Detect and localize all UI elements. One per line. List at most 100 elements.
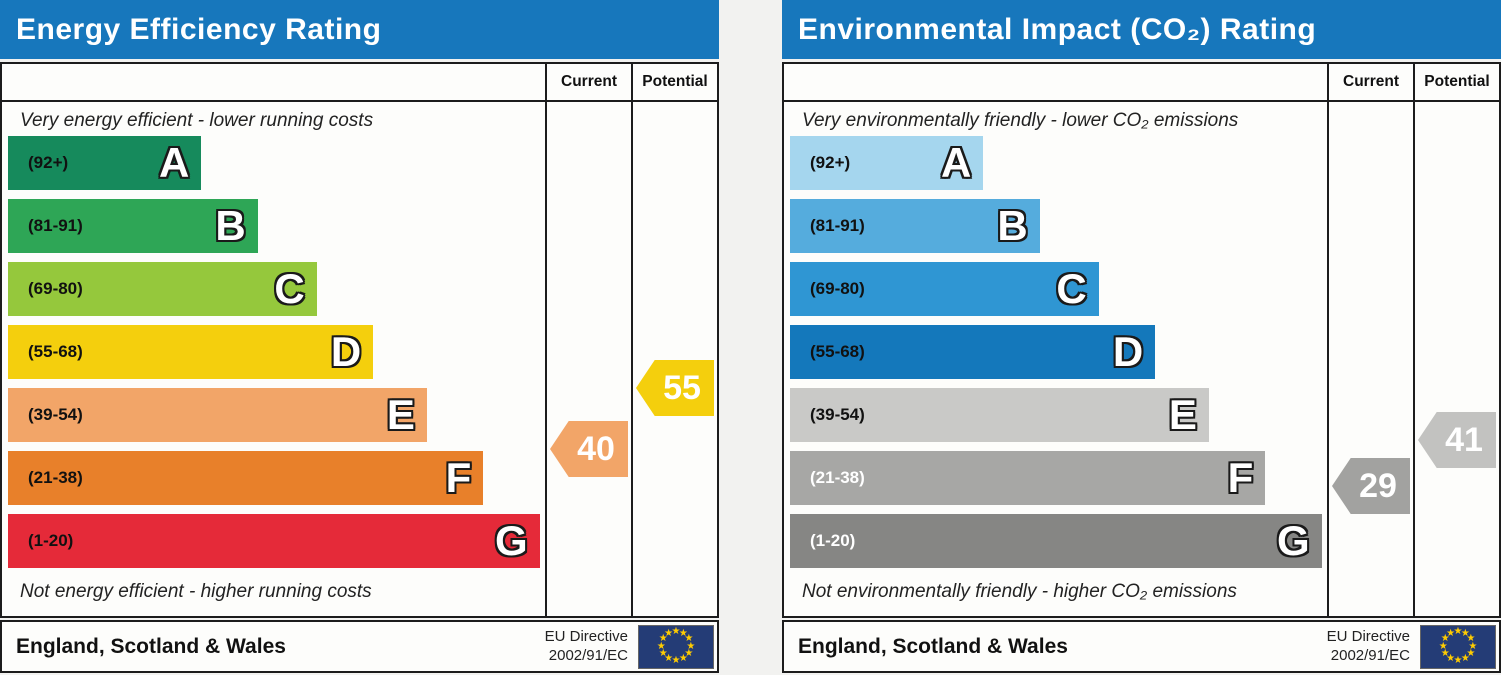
current-column-header: Current bbox=[545, 64, 631, 102]
eu-directive-line2: 2002/91/EC bbox=[548, 646, 628, 664]
band-range-label: (92+) bbox=[810, 153, 851, 172]
eu-star-icon: ★ bbox=[656, 640, 666, 652]
energy-rating-table: Current Potential Very energy efficient … bbox=[0, 62, 719, 618]
band-row-a: (92+) A bbox=[790, 136, 1327, 190]
band-bar-e: (39-54) E bbox=[790, 388, 1209, 442]
band-range-label: (21-38) bbox=[28, 468, 83, 487]
region-label: England, Scotland & Wales bbox=[798, 634, 1068, 658]
band-range-label: (1-20) bbox=[28, 531, 74, 550]
co2-footer: England, Scotland & Wales EU Directive 2… bbox=[782, 620, 1501, 673]
band-bar-c: (69-80) C bbox=[8, 262, 317, 316]
band-letter: F bbox=[445, 454, 472, 501]
band-letter: D bbox=[330, 328, 362, 375]
band-letter: A bbox=[158, 139, 190, 186]
band-bar-b: (81-91) B bbox=[8, 199, 258, 253]
band-row-b: (81-91) B bbox=[790, 199, 1327, 253]
potential-value-column: 55 bbox=[631, 102, 717, 616]
band-row-g: (1-20) G bbox=[8, 514, 545, 568]
eu-star-icon: ★ bbox=[1466, 633, 1476, 645]
band-letter: D bbox=[1112, 328, 1144, 375]
eu-star-icon: ★ bbox=[1460, 628, 1470, 640]
band-letter: C bbox=[1056, 265, 1087, 312]
eu-flag-icon: ★ ★ ★ ★ ★ ★ ★ ★ ★ ★ ★ ★ bbox=[638, 624, 714, 669]
band-row-e: (39-54) E bbox=[790, 388, 1327, 442]
top-scale-note: Very energy efficient - lower running co… bbox=[20, 110, 374, 131]
eu-star-icon: ★ bbox=[684, 647, 694, 659]
eu-star-icon: ★ bbox=[1453, 654, 1463, 666]
band-range-label: (1-20) bbox=[810, 531, 856, 550]
band-range-label: (92+) bbox=[28, 153, 69, 172]
band-letter: E bbox=[386, 391, 415, 438]
eu-star-icon: ★ bbox=[1453, 626, 1463, 638]
band-letter: A bbox=[940, 139, 972, 186]
band-row-c: (69-80) C bbox=[8, 262, 545, 316]
current-rating-arrow: 40 bbox=[550, 421, 628, 477]
band-range-label: (81-91) bbox=[28, 216, 83, 235]
eu-directive-label: EU Directive 2002/91/EC bbox=[545, 628, 628, 666]
eu-star-icon: ★ bbox=[1440, 647, 1450, 659]
potential-column-header: Potential bbox=[1413, 64, 1499, 102]
band-row-a: (92+) A bbox=[8, 136, 545, 190]
band-range-label: (69-80) bbox=[810, 279, 865, 298]
co2-bands-area: Very environmentally friendly - lower CO… bbox=[784, 102, 1327, 616]
bottom-scale-note: Not energy efficient - higher running co… bbox=[20, 581, 372, 602]
eu-star-icon: ★ bbox=[1460, 652, 1470, 664]
band-letter: C bbox=[274, 265, 305, 312]
eu-directive-line2: 2002/91/EC bbox=[1330, 646, 1410, 664]
band-range-label: (39-54) bbox=[28, 405, 83, 424]
eu-star-icon: ★ bbox=[671, 626, 681, 638]
energy-panel-title: Energy Efficiency Rating bbox=[0, 0, 719, 59]
energy-footer: England, Scotland & Wales EU Directive 2… bbox=[0, 620, 719, 673]
band-bar-d: (55-68) D bbox=[8, 325, 374, 379]
top-scale-note: Very environmentally friendly - lower CO… bbox=[802, 110, 1239, 131]
current-value-column: 29 bbox=[1327, 102, 1413, 616]
current-rating-arrow: 29 bbox=[1332, 458, 1410, 514]
band-bar-a: (92+) A bbox=[790, 136, 984, 190]
table-corner-cell bbox=[2, 64, 545, 102]
band-range-label: (81-91) bbox=[810, 216, 865, 235]
band-row-d: (55-68) D bbox=[8, 325, 545, 379]
band-bar-e: (39-54) E bbox=[8, 388, 427, 442]
eu-star-icon: ★ bbox=[678, 628, 688, 640]
band-bar-a: (92+) A bbox=[8, 136, 202, 190]
band-bar-g: (1-20) G bbox=[790, 514, 1322, 568]
band-letter: B bbox=[997, 202, 1028, 249]
band-range-label: (69-80) bbox=[28, 279, 83, 298]
band-letter: G bbox=[1276, 517, 1310, 564]
eu-star-icon: ★ bbox=[1440, 633, 1450, 645]
energy-bands-area: Very energy efficient - lower running co… bbox=[2, 102, 545, 616]
band-range-label: (39-54) bbox=[810, 405, 865, 424]
band-letter: B bbox=[215, 202, 246, 249]
eu-star-icon: ★ bbox=[678, 652, 688, 664]
eu-directive-line1: EU Directive bbox=[1326, 627, 1410, 645]
band-row-f: (21-38) F bbox=[790, 451, 1327, 505]
band-range-label: (55-68) bbox=[28, 342, 83, 361]
region-label: England, Scotland & Wales bbox=[16, 634, 286, 658]
band-bar-f: (21-38) F bbox=[790, 451, 1266, 505]
current-value-column: 40 bbox=[545, 102, 631, 616]
eu-star-icon: ★ bbox=[664, 652, 674, 664]
environmental-impact-panel: Environmental Impact (CO₂) Rating Curren… bbox=[782, 0, 1501, 673]
band-range-label: (55-68) bbox=[810, 342, 865, 361]
eu-star-icon: ★ bbox=[684, 633, 694, 645]
band-row-f: (21-38) F bbox=[8, 451, 545, 505]
eu-star-icon: ★ bbox=[1446, 652, 1456, 664]
eu-directive-label: EU Directive 2002/91/EC bbox=[1327, 628, 1410, 666]
band-range-label: (21-38) bbox=[810, 468, 865, 487]
band-letter: E bbox=[1168, 391, 1197, 438]
band-bar-f: (21-38) F bbox=[8, 451, 484, 505]
eu-star-icon: ★ bbox=[664, 628, 674, 640]
potential-rating-arrow: 41 bbox=[1418, 412, 1496, 468]
eu-star-icon: ★ bbox=[658, 647, 668, 659]
potential-rating-arrow: 55 bbox=[636, 360, 714, 416]
co2-rating-table: Current Potential Very environmentally f… bbox=[782, 62, 1501, 618]
potential-column-header: Potential bbox=[631, 64, 717, 102]
eu-star-icon: ★ bbox=[658, 633, 668, 645]
band-row-e: (39-54) E bbox=[8, 388, 545, 442]
band-bar-b: (81-91) B bbox=[790, 199, 1040, 253]
band-row-g: (1-20) G bbox=[790, 514, 1327, 568]
band-row-b: (81-91) B bbox=[8, 199, 545, 253]
band-letter: F bbox=[1227, 454, 1254, 501]
band-bar-c: (69-80) C bbox=[790, 262, 1099, 316]
band-row-d: (55-68) D bbox=[790, 325, 1327, 379]
